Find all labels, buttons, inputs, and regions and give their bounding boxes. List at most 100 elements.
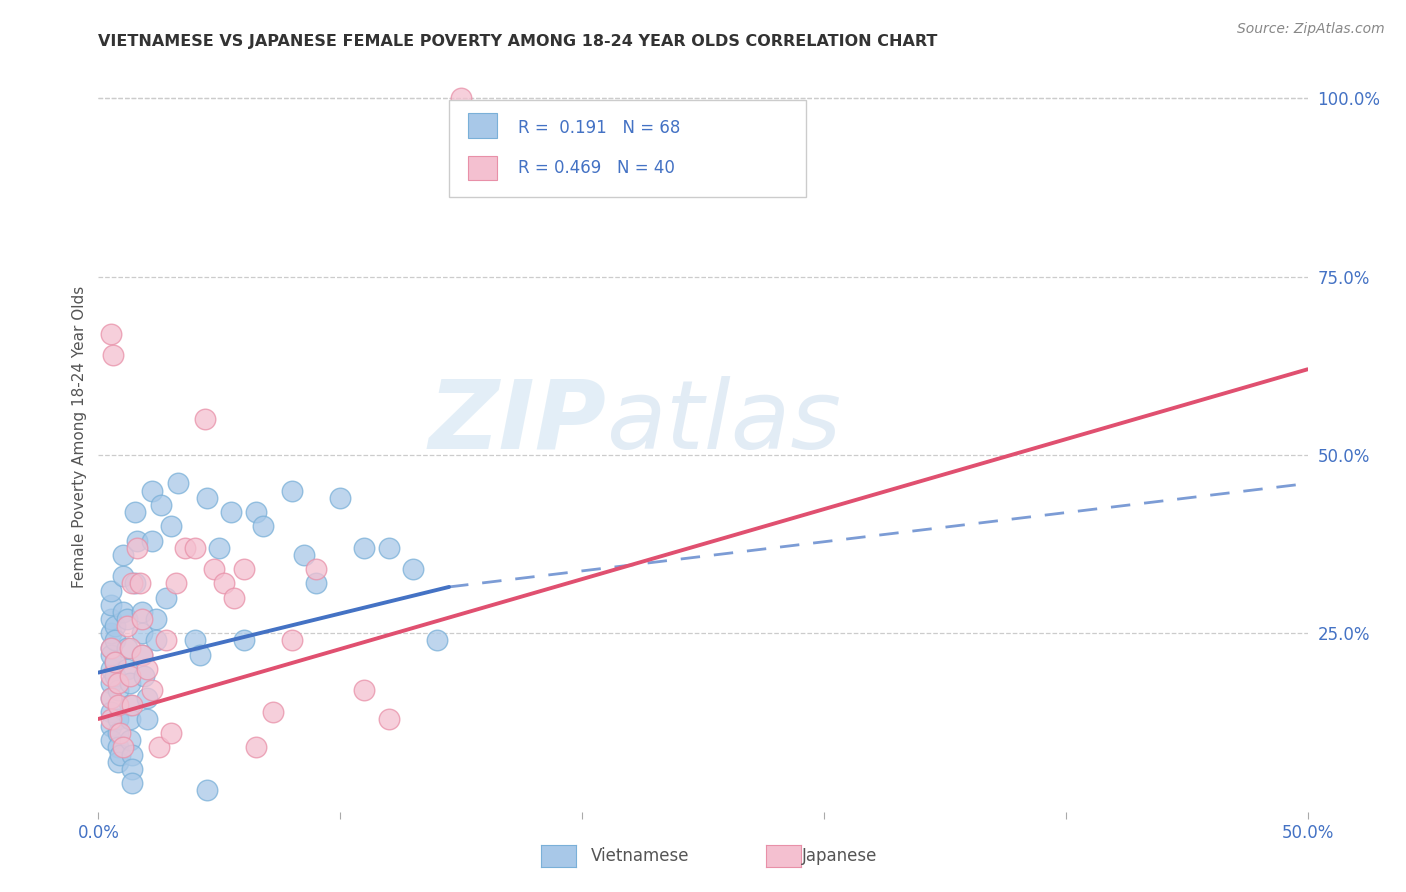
Point: [124, 576, 146, 591]
Point: [148, 740, 170, 755]
Point: [100, 669, 122, 683]
Point: [281, 633, 304, 648]
Point: [204, 562, 226, 576]
Point: [117, 619, 139, 633]
Point: [118, 733, 141, 747]
FancyBboxPatch shape: [468, 113, 498, 138]
Point: [141, 483, 163, 498]
Point: [100, 598, 122, 612]
Point: [121, 747, 143, 762]
Point: [305, 576, 328, 591]
Text: Japanese: Japanese: [801, 847, 877, 865]
Point: [353, 541, 375, 555]
Point: [329, 491, 352, 505]
Text: R = 0.469   N = 40: R = 0.469 N = 40: [517, 160, 675, 178]
Point: [402, 562, 425, 576]
Point: [118, 676, 141, 690]
Point: [222, 591, 245, 605]
Point: [100, 662, 122, 676]
Point: [141, 683, 163, 698]
Point: [101, 348, 124, 362]
Point: [145, 612, 167, 626]
Point: [131, 626, 153, 640]
FancyBboxPatch shape: [449, 100, 806, 197]
Point: [281, 483, 304, 498]
Point: [165, 576, 187, 591]
Point: [100, 676, 122, 690]
Point: [100, 326, 122, 341]
Point: [118, 669, 141, 683]
Point: [245, 505, 267, 519]
Point: [118, 712, 141, 726]
Point: [141, 533, 163, 548]
Point: [377, 541, 399, 555]
Point: [111, 740, 134, 755]
Point: [107, 683, 129, 698]
Point: [104, 655, 127, 669]
Point: [104, 619, 127, 633]
Point: [100, 626, 122, 640]
Point: [194, 412, 217, 426]
Point: [117, 612, 139, 626]
Point: [377, 712, 399, 726]
Point: [131, 648, 153, 662]
Point: [131, 605, 153, 619]
Point: [108, 747, 131, 762]
Point: [118, 640, 141, 655]
Point: [208, 541, 231, 555]
Point: [111, 605, 134, 619]
Point: [100, 690, 122, 705]
Point: [252, 519, 274, 533]
Text: R =  0.191   N = 68: R = 0.191 N = 68: [517, 119, 681, 137]
Point: [184, 541, 207, 555]
Y-axis label: Female Poverty Among 18-24 Year Olds: Female Poverty Among 18-24 Year Olds: [72, 286, 87, 588]
Point: [128, 576, 150, 591]
Point: [111, 569, 134, 583]
Point: [262, 705, 284, 719]
Point: [107, 712, 129, 726]
Text: Vietnamese: Vietnamese: [591, 847, 689, 865]
Point: [118, 698, 141, 712]
Point: [100, 648, 122, 662]
Point: [134, 669, 156, 683]
Point: [135, 712, 157, 726]
Point: [107, 676, 129, 690]
Text: ZIP: ZIP: [429, 376, 606, 468]
Point: [127, 533, 149, 548]
Point: [195, 491, 218, 505]
Point: [104, 655, 127, 669]
Point: [188, 648, 211, 662]
Point: [221, 505, 243, 519]
Point: [100, 612, 122, 626]
Point: [135, 662, 157, 676]
Point: [232, 633, 254, 648]
Point: [117, 640, 139, 655]
Point: [121, 698, 143, 712]
Point: [107, 755, 129, 769]
Point: [212, 576, 235, 591]
Point: [100, 583, 122, 598]
Point: [100, 640, 122, 655]
Point: [155, 591, 177, 605]
Point: [131, 612, 153, 626]
Point: [100, 719, 122, 733]
Point: [150, 498, 173, 512]
Point: [450, 91, 472, 105]
Point: [184, 633, 207, 648]
Point: [195, 783, 218, 797]
Text: VIETNAMESE VS JAPANESE FEMALE POVERTY AMONG 18-24 YEAR OLDS CORRELATION CHART: VIETNAMESE VS JAPANESE FEMALE POVERTY AM…: [98, 34, 938, 49]
Point: [107, 726, 129, 740]
Point: [131, 648, 153, 662]
Point: [111, 548, 134, 562]
Point: [353, 683, 375, 698]
Point: [167, 476, 190, 491]
Point: [121, 762, 143, 776]
Point: [108, 726, 131, 740]
Text: Source: ZipAtlas.com: Source: ZipAtlas.com: [1237, 22, 1385, 37]
Point: [107, 740, 129, 755]
Point: [305, 562, 328, 576]
Point: [232, 562, 254, 576]
Text: atlas: atlas: [606, 376, 841, 468]
Point: [100, 733, 122, 747]
Point: [174, 541, 197, 555]
